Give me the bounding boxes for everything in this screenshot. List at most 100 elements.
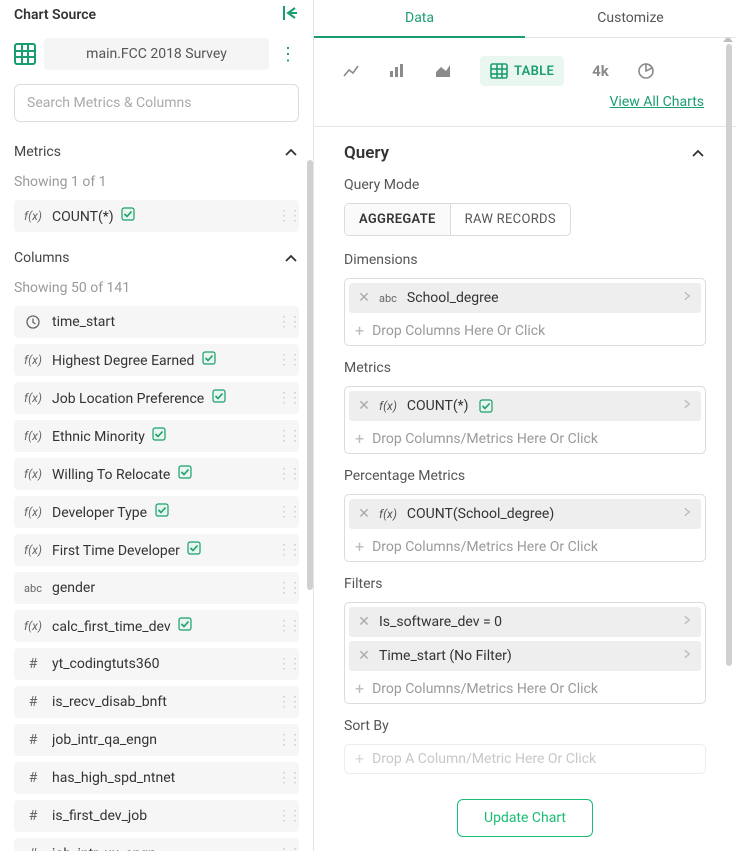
hash-icon: # <box>22 656 44 672</box>
list-item[interactable]: #has_high_spd_ntnet <box>14 762 299 794</box>
list-item[interactable]: f(x)Developer Type <box>14 496 299 528</box>
drop-hint: Drop Columns/Metrics Here Or Click <box>372 431 598 447</box>
certified-icon <box>202 351 216 365</box>
list-item[interactable]: f(x)Job Location Preference <box>14 382 299 414</box>
hash-icon: # <box>22 694 44 710</box>
list-item[interactable]: f(x) Highest Degree Earned <box>14 344 299 376</box>
remove-icon[interactable]: ✕ <box>357 506 371 522</box>
remove-icon[interactable]: ✕ <box>357 614 371 630</box>
metrics-drop[interactable]: + Drop Columns/Metrics Here Or Click <box>345 425 705 453</box>
chip[interactable]: ✕Time_start (No Filter) <box>349 641 701 671</box>
drag-handle-icon[interactable] <box>277 618 291 634</box>
chip[interactable]: ✕ Is_software_dev = 0 <box>349 607 701 637</box>
drag-handle-icon[interactable] <box>277 770 291 786</box>
filters-box[interactable]: ✕ Is_software_dev = 0 ✕Time_start (No Filt… <box>344 602 706 704</box>
drag-handle-icon[interactable] <box>277 208 291 224</box>
viz-bar-icon[interactable] <box>388 62 406 80</box>
viz-bignumber[interactable]: 4k <box>592 62 609 80</box>
chevron-right-icon <box>681 647 693 665</box>
mode-aggregate[interactable]: AGGREGATE <box>345 204 450 235</box>
drag-handle-icon[interactable] <box>277 390 291 406</box>
sort-label: Sort By <box>344 718 706 734</box>
chip[interactable]: ✕f(x)COUNT(School_degree) <box>349 499 701 529</box>
scrollbar[interactable] <box>307 160 313 590</box>
metrics-showing: Showing 1 of 1 <box>0 168 313 200</box>
item-label: Ethnic Minority <box>52 427 269 445</box>
list-item[interactable]: f(x)calc_first_time_dev <box>14 610 299 642</box>
chip[interactable]: ✕f(x)COUNT(*) <box>349 391 701 421</box>
viz-area-icon[interactable] <box>434 62 452 80</box>
hash-icon: # <box>22 808 44 824</box>
chip-label: Is_software_dev = 0 <box>379 614 673 630</box>
columns-section-header[interactable]: Columns <box>0 238 313 274</box>
list-item[interactable]: f(x)Ethnic Minority <box>14 420 299 452</box>
drag-handle-icon[interactable] <box>277 580 291 596</box>
drag-handle-icon[interactable] <box>277 504 291 520</box>
viz-table[interactable]: TABLE <box>480 56 564 86</box>
drag-handle-icon[interactable] <box>277 466 291 482</box>
fx-icon: f(x) <box>22 543 44 557</box>
viz-line-icon[interactable] <box>342 62 360 80</box>
chip[interactable]: ✕abcSchool_degree <box>349 283 701 313</box>
filters-drop[interactable]: + Drop Columns/Metrics Here Or Click <box>345 675 705 703</box>
query-mode-toggle[interactable]: AGGREGATE RAW RECORDS <box>344 203 571 236</box>
scroll-up-icon[interactable] <box>723 38 733 42</box>
tab-customize[interactable]: Customize <box>525 0 736 37</box>
dimensions-drop[interactable]: + Drop Columns Here Or Click <box>345 317 705 345</box>
item-label: COUNT(*) <box>52 207 269 225</box>
search-input[interactable] <box>14 84 299 122</box>
pct-drop[interactable]: + Drop Columns/Metrics Here Or Click <box>345 533 705 561</box>
remove-icon[interactable]: ✕ <box>357 648 371 664</box>
pct-box[interactable]: ✕f(x)COUNT(School_degree) + Drop Columns… <box>344 494 706 562</box>
viz-table-label: TABLE <box>514 64 554 79</box>
list-item[interactable]: time_start <box>14 306 299 338</box>
sort-drop[interactable]: + Drop A Column/Metric Here Or Click <box>345 745 705 773</box>
fx-icon: f(x) <box>22 353 44 367</box>
item-label: is_recv_disab_bnft <box>52 694 269 710</box>
drag-handle-icon[interactable] <box>277 314 291 330</box>
drag-handle-icon[interactable] <box>277 808 291 824</box>
certified-icon <box>479 399 493 413</box>
remove-icon[interactable]: ✕ <box>357 290 371 306</box>
remove-icon[interactable]: ✕ <box>357 398 371 414</box>
list-item[interactable]: #job_intr_ux_engn <box>14 838 299 851</box>
list-item[interactable]: abcgender <box>14 572 299 604</box>
dataset-selector[interactable]: main.FCC 2018 Survey <box>44 38 269 70</box>
drag-handle-icon[interactable] <box>277 542 291 558</box>
scrollbar[interactable] <box>726 44 732 666</box>
update-chart-button[interactable]: Update Chart <box>457 799 593 837</box>
list-item[interactable]: f(x)Willing To Relocate <box>14 458 299 490</box>
plus-icon: + <box>355 681 364 697</box>
list-item[interactable]: #yt_codingtuts360 <box>14 648 299 680</box>
view-all-charts-link[interactable]: View All Charts <box>610 94 704 110</box>
tab-data[interactable]: Data <box>314 0 525 38</box>
columns-showing: Showing 50 of 141 <box>0 274 313 306</box>
list-item[interactable]: f(x)COUNT(*) <box>14 200 299 232</box>
chevron-right-icon <box>681 289 693 307</box>
dataset-menu-icon[interactable]: ⋮ <box>277 44 299 65</box>
pct-metrics-label: Percentage Metrics <box>344 468 706 484</box>
drag-handle-icon[interactable] <box>277 694 291 710</box>
fx-icon: f(x) <box>22 505 44 519</box>
item-label: First Time Developer <box>52 541 269 559</box>
chevron-up-icon[interactable] <box>690 145 706 161</box>
dimensions-box[interactable]: ✕abcSchool_degree + Drop Columns Here Or… <box>344 278 706 346</box>
drag-handle-icon[interactable] <box>277 656 291 672</box>
certified-icon <box>121 207 135 221</box>
chart-source-title: Chart Source <box>14 7 96 23</box>
list-item[interactable]: #job_intr_qa_engn <box>14 724 299 756</box>
drag-handle-icon[interactable] <box>277 428 291 444</box>
list-item[interactable]: # is_recv_disab_bnft <box>14 686 299 718</box>
sort-box[interactable]: + Drop A Column/Metric Here Or Click <box>344 744 706 774</box>
mode-raw[interactable]: RAW RECORDS <box>450 204 570 235</box>
list-item[interactable]: f(x) First Time Developer <box>14 534 299 566</box>
collapse-left-icon[interactable] <box>281 4 299 26</box>
item-label: Highest Degree Earned <box>52 351 269 369</box>
drag-handle-icon[interactable] <box>277 352 291 368</box>
drag-handle-icon[interactable] <box>277 846 291 851</box>
metrics-section-header[interactable]: Metrics <box>0 132 313 168</box>
drag-handle-icon[interactable] <box>277 732 291 748</box>
metrics-box[interactable]: ✕f(x)COUNT(*) + Drop Columns/Metrics Her… <box>344 386 706 454</box>
viz-pie-icon[interactable] <box>637 62 655 80</box>
list-item[interactable]: #is_first_dev_job <box>14 800 299 832</box>
